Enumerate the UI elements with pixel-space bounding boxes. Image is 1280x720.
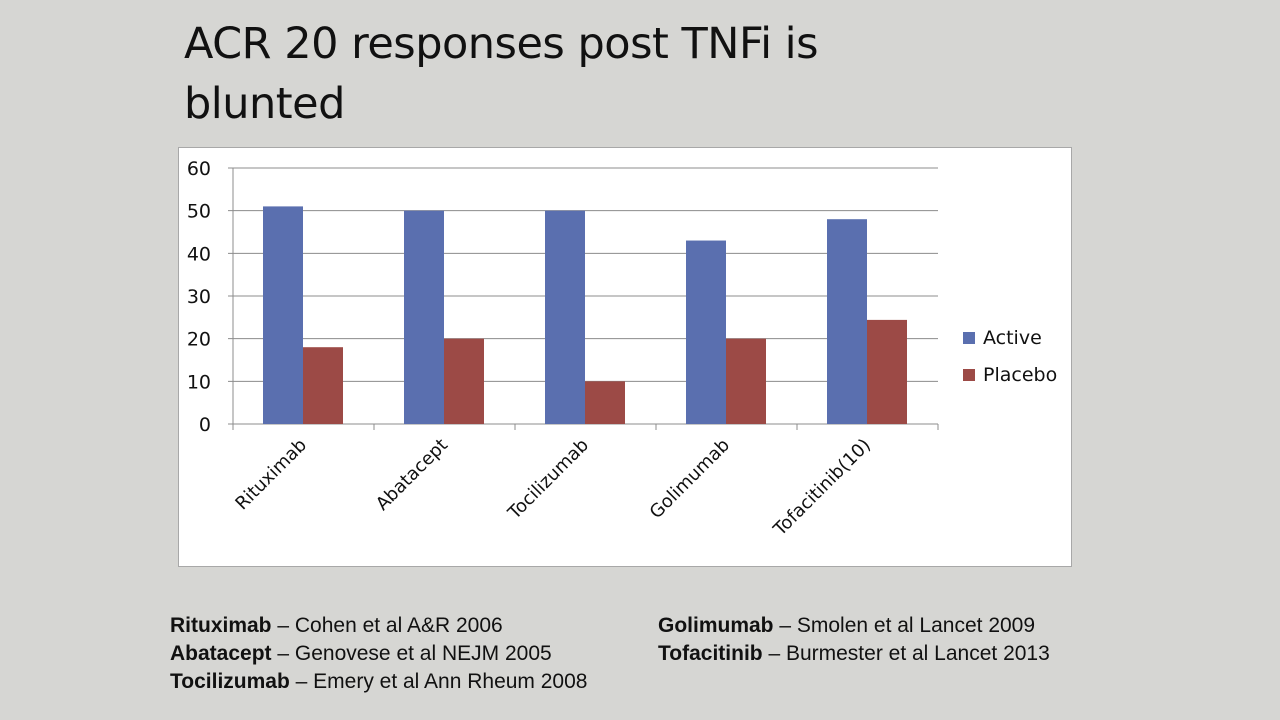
bar-active <box>686 240 726 424</box>
reference-citation: – Genovese et al NEJM 2005 <box>271 642 552 665</box>
references-right: Golimumab – Smolen et al Lancet 2009 Tof… <box>658 612 1050 668</box>
y-tick-label: 40 <box>187 243 211 265</box>
y-tick-label: 30 <box>187 286 211 308</box>
reference-drug: Golimumab <box>658 614 774 637</box>
y-tick-label: 0 <box>199 414 211 436</box>
legend-label: Active <box>983 327 1042 349</box>
legend-swatch-placebo <box>963 369 975 381</box>
bar-chart: 0 10 20 30 40 50 60 Rituximab Abatacept Tocilizum… <box>178 147 1072 567</box>
reference-item: Tocilizumab – Emery et al Ann Rheum 2008 <box>170 668 587 696</box>
bar-placebo <box>867 319 907 424</box>
y-tick-label: 60 <box>187 158 211 180</box>
legend-label: Placebo <box>983 364 1057 386</box>
references-left: Rituximab – Cohen et al A&R 2006 Abatace… <box>170 612 587 696</box>
reference-citation: – Smolen et al Lancet 2009 <box>773 614 1036 637</box>
bar-placebo <box>585 381 625 424</box>
bar-active <box>404 210 444 424</box>
reference-item: Golimumab – Smolen et al Lancet 2009 <box>658 612 1050 640</box>
bar-placebo <box>726 338 766 424</box>
slide-title: ACR 20 responses post TNFi is blunted <box>184 19 819 129</box>
x-tick-label: Tofacitinib(10) <box>769 435 875 541</box>
legend-swatch-active <box>963 332 975 344</box>
reference-citation: – Emery et al Ann Rheum 2008 <box>289 670 588 693</box>
x-tick-label: Golimumab <box>646 435 734 523</box>
bar-placebo <box>444 338 484 424</box>
reference-drug: Tofacitinib <box>658 642 763 665</box>
bar-active <box>545 210 585 424</box>
x-tick-label: Rituximab <box>231 435 311 515</box>
reference-drug: Abatacept <box>170 642 272 665</box>
reference-drug: Tocilizumab <box>170 670 290 693</box>
x-tick-label: Tocilizumab <box>503 435 593 525</box>
reference-citation: – Burmester et al Lancet 2013 <box>762 642 1050 665</box>
bar-active <box>263 206 303 424</box>
bar-placebo <box>303 347 343 424</box>
reference-citation: – Cohen et al A&R 2006 <box>271 614 503 637</box>
reference-drug: Rituximab <box>170 614 272 637</box>
reference-item: Abatacept – Genovese et al NEJM 2005 <box>170 640 587 668</box>
y-tick-label: 50 <box>187 201 211 223</box>
x-tick-label: Abatacept <box>372 435 452 515</box>
bar-active <box>827 219 867 424</box>
y-tick-label: 10 <box>187 371 211 393</box>
chart-svg: 0 10 20 30 40 50 60 Rituximab Abatacept Tocilizum… <box>187 158 1057 541</box>
reference-item: Tofacitinib – Burmester et al Lancet 201… <box>658 640 1050 668</box>
reference-item: Rituximab – Cohen et al A&R 2006 <box>170 612 587 640</box>
y-tick-label: 20 <box>187 329 211 351</box>
